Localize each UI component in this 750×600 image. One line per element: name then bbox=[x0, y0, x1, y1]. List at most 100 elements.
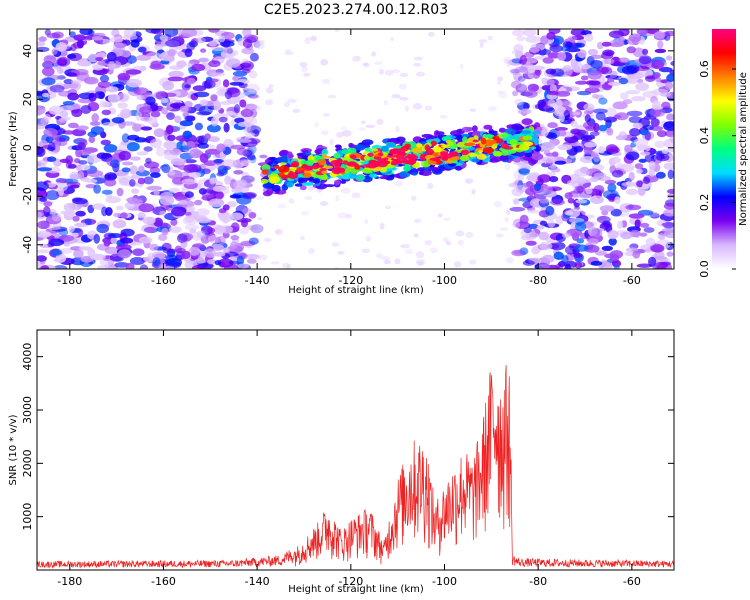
spectrogram-blob bbox=[548, 176, 559, 183]
spectrogram-blob bbox=[564, 192, 573, 200]
spectrogram-blob bbox=[525, 35, 541, 44]
spectrogram-blob bbox=[528, 223, 539, 229]
spectrogram-blob bbox=[395, 126, 400, 133]
spectrogram-blob bbox=[427, 182, 434, 190]
spectrogram-blob bbox=[363, 155, 370, 161]
spectrogram-blob bbox=[667, 169, 674, 180]
spectrogram-blob bbox=[138, 203, 155, 213]
spectrogram-blob bbox=[248, 105, 262, 112]
spectrogram-blob bbox=[67, 92, 80, 101]
spectrogram-blob bbox=[210, 46, 226, 52]
spectrogram-blob bbox=[651, 244, 665, 253]
spectrogram-blob bbox=[625, 181, 633, 186]
spectrogram-blob bbox=[126, 78, 142, 88]
spectrogram-blob bbox=[636, 78, 644, 84]
spectrogram-blob bbox=[270, 261, 280, 265]
spectrogram-blob bbox=[394, 258, 401, 265]
spectrogram-blob bbox=[37, 249, 50, 254]
spectrogram-blob bbox=[390, 162, 398, 166]
spectrogram-blob bbox=[222, 79, 230, 88]
spectrogram-blobs bbox=[37, 29, 674, 269]
spectrogram-blob bbox=[142, 216, 156, 225]
spectrogram-blob bbox=[87, 248, 96, 257]
spectrogram-blob bbox=[520, 235, 532, 241]
spectrogram-blob bbox=[145, 96, 156, 106]
spectrogram-blob bbox=[584, 33, 594, 42]
spectrogram-blob bbox=[66, 181, 81, 187]
spectrogram-blob bbox=[371, 51, 376, 57]
y-tick-label: 3000 bbox=[21, 396, 34, 424]
spectrogram-blob bbox=[609, 70, 618, 79]
spectrogram-blob bbox=[184, 48, 193, 58]
spectrogram-blob bbox=[137, 212, 146, 219]
spectrogram-blob bbox=[128, 241, 143, 246]
spectrogram-blob bbox=[125, 262, 135, 269]
spectrogram-blob bbox=[242, 38, 253, 49]
spectrogram-blob bbox=[610, 208, 622, 217]
spectrogram-blob bbox=[562, 100, 572, 107]
spectrogram-blob bbox=[78, 171, 85, 180]
spectrogram-blob bbox=[184, 101, 193, 108]
spectrogram-blob bbox=[337, 250, 345, 255]
spectrogram-blob bbox=[97, 265, 114, 269]
spectrogram-blob bbox=[413, 56, 424, 61]
spectrogram-blob bbox=[587, 70, 602, 80]
spectrogram-blob bbox=[72, 197, 88, 205]
spectrogram-blob bbox=[87, 29, 95, 36]
spectrogram-blob bbox=[69, 31, 76, 38]
spectrogram-blob bbox=[43, 206, 51, 216]
spectrogram-blob bbox=[472, 125, 478, 133]
spectrogram-blob bbox=[116, 244, 132, 251]
spectrogram-blob bbox=[575, 56, 583, 62]
spectrogram-blob bbox=[99, 100, 110, 108]
spectrogram-blob bbox=[223, 122, 230, 133]
spectrogram-blob bbox=[650, 118, 660, 127]
spectrogram-blob bbox=[640, 222, 650, 228]
spectrogram-blob bbox=[567, 197, 575, 204]
spectrogram-blob bbox=[286, 264, 292, 269]
spectrogram-blob bbox=[472, 139, 479, 143]
spectrogram-blob bbox=[184, 224, 200, 231]
spectrogram-blob bbox=[509, 206, 526, 212]
spectrogram-blob bbox=[242, 207, 252, 215]
spectrogram-blob bbox=[240, 108, 254, 118]
spectrogram-blob bbox=[204, 248, 216, 258]
spectrogram-blob bbox=[540, 35, 549, 45]
spectrogram-blob bbox=[462, 136, 468, 144]
spectrogram-blob bbox=[232, 75, 240, 82]
spectrogram-blob bbox=[643, 227, 655, 233]
spectrogram-blob bbox=[247, 224, 259, 231]
spectrogram-blob bbox=[144, 226, 157, 233]
spectrogram-blob bbox=[300, 177, 308, 183]
spectrogram-blob bbox=[633, 138, 649, 147]
spectrogram-blob bbox=[394, 180, 403, 187]
y-tick-label: 0 bbox=[21, 144, 34, 151]
spectrogram-blob bbox=[159, 195, 175, 206]
spectrogram-blob bbox=[138, 46, 147, 53]
spectrogram-blob bbox=[439, 114, 448, 119]
spectrogram-blob bbox=[175, 196, 191, 202]
spectrogram-blob bbox=[501, 132, 509, 138]
spectrogram-blob bbox=[642, 182, 650, 190]
spectrogram-blob bbox=[584, 87, 600, 94]
spectrogram-blob bbox=[239, 99, 247, 108]
spectrogram-blob bbox=[624, 144, 633, 153]
spectrogram-blob bbox=[632, 122, 643, 129]
spectrogram-blob bbox=[329, 138, 334, 146]
spectrogram-blob bbox=[167, 49, 176, 57]
spectrogram-blob bbox=[574, 261, 583, 269]
spectrogram-blob bbox=[600, 67, 613, 75]
spectrogram-blob bbox=[149, 138, 163, 149]
spectrogram-blob bbox=[627, 78, 638, 84]
spectrogram-blob bbox=[268, 157, 275, 161]
spectrogram-blob bbox=[169, 148, 182, 156]
spectrogram-blob bbox=[562, 65, 572, 72]
spectrogram-blob bbox=[514, 98, 524, 106]
spectrogram-blob bbox=[120, 237, 134, 244]
spectrogram-blob bbox=[476, 153, 487, 160]
spectrogram-blob bbox=[573, 253, 583, 259]
spectrogram-blob bbox=[217, 165, 229, 174]
spectrogram-blob bbox=[670, 61, 674, 66]
spectrogram-blob bbox=[196, 111, 212, 116]
spectrogram-blob bbox=[518, 197, 534, 202]
